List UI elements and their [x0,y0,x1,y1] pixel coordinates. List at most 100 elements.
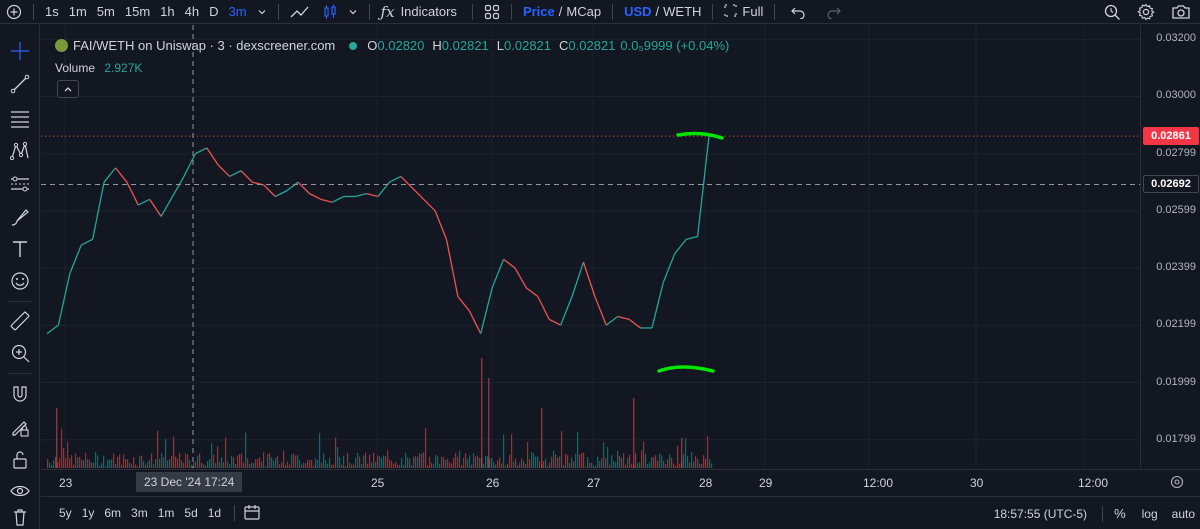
fullscreen-button[interactable]: Full [719,0,768,24]
volume-bar [691,452,693,468]
interval-15m[interactable]: 15m [124,4,151,19]
price-mcap-toggle[interactable]: Price / MCap [518,0,606,24]
volume-bar [345,465,347,468]
fib-retracement-icon[interactable] [8,106,32,130]
interval-D[interactable]: D [209,4,219,19]
price-option[interactable]: Price [522,4,555,19]
range-5y[interactable]: 5y [59,506,72,520]
volume-bar [327,463,329,468]
lock-pencil-icon[interactable] [8,415,32,439]
volume-bar [457,456,459,468]
redo-icon[interactable] [821,0,847,24]
trash-icon[interactable] [8,505,32,529]
time-axis-settings-icon[interactable] [1170,475,1184,492]
price-chart[interactable] [41,25,1140,468]
symbol-title[interactable]: FAI/WETH on Uniswap · 3 · dexscreener.co… [73,38,336,53]
screenshot-camera-icon[interactable] [1166,0,1196,24]
volume-bar [709,459,711,468]
indicators-button[interactable]: ƒx Indicators [376,0,462,24]
collapse-legend-button[interactable] [57,80,79,98]
volume-bar [593,465,595,468]
volume-bar [573,461,575,468]
pattern-icon[interactable] [8,139,32,163]
percent-toggle[interactable]: % [1114,506,1126,521]
volume-bar [107,459,109,468]
range-3m[interactable]: 3m [131,506,148,520]
price-axis[interactable]: 0.03200 0.03000 0.02799 0.02599 0.02399 0.021… [1140,25,1200,468]
chevron-down-icon[interactable] [252,0,272,24]
volume-bar [65,458,67,468]
ruler-icon[interactable] [8,309,32,333]
price-segment [263,184,276,197]
volume-bar [71,455,73,468]
date-range-calendar-icon[interactable] [243,503,261,524]
text-tool-icon[interactable] [8,237,32,261]
interval-5m[interactable]: 5m [96,4,115,19]
volume-bar [167,460,169,468]
volume-bar [627,457,629,468]
currency-toggle[interactable]: USD / WETH [619,0,706,24]
brush-icon[interactable] [8,205,32,229]
volume-bar [175,456,177,468]
log-toggle[interactable]: log [1141,506,1158,521]
interval-1s[interactable]: 1s [45,4,59,19]
price-segment [171,176,185,197]
interval-1m[interactable]: 1m [68,4,87,19]
usd-option[interactable]: USD [624,4,652,19]
grid-lines [41,25,1140,468]
layout-grid-icon[interactable] [479,0,505,24]
volume-bar [77,457,79,468]
chevron-down-icon[interactable] [343,0,363,24]
chart-pane[interactable]: FAI/WETH on Uniswap · 3 · dexscreener.co… [41,25,1140,468]
zoom-in-icon[interactable] [8,341,32,365]
volume-bar [299,459,301,468]
volume-bar [279,464,281,468]
volume-bar [599,460,601,468]
divider [8,373,32,374]
volume-bar [509,454,511,468]
volume-bar [255,459,257,468]
interval-3m[interactable]: 3m [228,4,247,19]
volume-bar [325,460,327,468]
prediction-measure-icon[interactable] [8,172,32,196]
line-chart-icon[interactable] [285,0,317,24]
volume-bar [659,453,661,468]
mcap-option[interactable]: MCap [566,4,602,19]
volume-bar [695,456,697,468]
range-1d[interactable]: 1d [207,506,222,520]
range-1m[interactable]: 1m [157,506,175,520]
settings-gear-icon[interactable] [1132,0,1160,24]
volume-bar [317,459,319,468]
crosshair-icon[interactable] [8,39,32,63]
weth-option[interactable]: WETH [663,4,702,19]
candlestick-icon[interactable] [317,0,343,24]
interval-4h[interactable]: 4h [184,4,200,19]
volume-bar [323,453,325,468]
volume-bar [555,454,557,468]
volume-bar [711,463,713,468]
volume-bar [209,459,211,468]
eye-icon[interactable] [8,479,32,503]
volume-bar [387,450,389,468]
volume-bar [561,431,563,468]
volume-bar [643,441,645,468]
clock-timezone[interactable]: 18:57:55 (UTC-5) [993,506,1088,521]
magnet-icon[interactable] [8,382,32,406]
emoji-icon[interactable] [8,269,32,293]
time-axis[interactable]: 23 25 26 27 28 29 12:00 30 12:00 23 Dec '24 17:24 [41,469,1200,495]
range-1y[interactable]: 1y [81,506,95,520]
volume-bar [181,460,183,468]
auto-toggle[interactable]: auto [1171,506,1195,521]
interval-1h[interactable]: 1h [160,4,175,19]
divider [510,3,512,20]
volume-bar [341,464,343,468]
range-5d[interactable]: 5d [184,506,198,520]
trend-line-icon[interactable] [8,72,32,96]
volume-bar [295,455,297,468]
lock-icon[interactable] [8,448,32,472]
volume-bar [55,456,57,468]
quick-search-icon[interactable] [1098,0,1126,24]
range-6m[interactable]: 6m [104,506,122,520]
add-symbol-icon[interactable] [0,0,27,24]
undo-icon[interactable] [785,0,811,24]
